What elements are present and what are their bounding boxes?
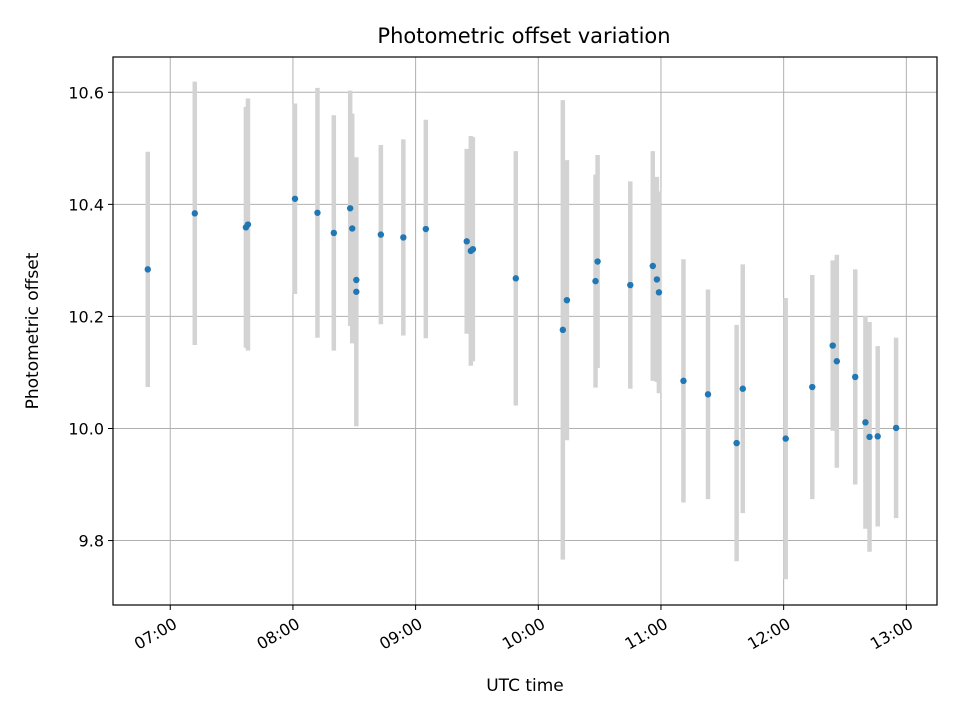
data-point (704, 391, 712, 398)
data-point (852, 373, 859, 381)
data-point (782, 435, 789, 442)
x-axis-ticks: 07:00 08:00 09:00 10:00 11:00 12:00 13:00 (131, 605, 916, 654)
data-point (377, 231, 385, 238)
data-point (422, 225, 430, 233)
x-axis-label: UTC time (486, 676, 564, 696)
data-point (346, 205, 354, 212)
x-tick-label: 11:00 (622, 614, 671, 654)
data-point (244, 221, 252, 228)
data-point (512, 275, 519, 282)
data-point (314, 209, 321, 216)
data-point (144, 266, 151, 273)
data-point (733, 439, 740, 447)
x-tick-label: 10:00 (499, 614, 548, 654)
x-tick-label: 07:00 (131, 614, 180, 654)
x-tick-label: 09:00 (376, 614, 425, 654)
y-axis-label: Photometric offset (23, 252, 43, 409)
data-point (400, 234, 407, 241)
y-tick-label: 10.2 (68, 307, 104, 326)
data-point (655, 289, 663, 296)
x-tick-label: 13:00 (867, 614, 916, 654)
data-point (874, 433, 881, 440)
data-point (353, 288, 360, 295)
data-point (463, 238, 470, 245)
data-point (892, 424, 900, 432)
data-point (330, 229, 338, 237)
plot-frame (112, 56, 938, 606)
data-points (144, 195, 900, 447)
data-point (469, 245, 477, 253)
data-point (563, 296, 571, 304)
x-tick-label: 12:00 (744, 614, 793, 654)
data-point (353, 276, 360, 284)
data-point (680, 377, 687, 385)
data-point (809, 383, 816, 391)
data-point (649, 262, 656, 270)
chart-title: Photometric offset variation (377, 24, 670, 48)
data-point (191, 210, 198, 217)
y-tick-label: 10.6 (68, 83, 104, 102)
data-point (592, 277, 599, 285)
y-tick-label: 10.0 (68, 419, 104, 438)
y-tick-label: 10.4 (68, 195, 104, 214)
y-tick-label: 9.8 (79, 532, 104, 551)
data-point (739, 385, 746, 392)
data-point (349, 225, 356, 232)
data-point (653, 276, 661, 283)
data-point (862, 419, 869, 426)
x-tick-label: 08:00 (253, 614, 302, 654)
data-point (594, 258, 601, 265)
data-point (627, 281, 634, 289)
data-point (833, 358, 841, 365)
data-point (866, 433, 873, 441)
data-point (291, 195, 299, 202)
y-axis-ticks: 9.8 10.0 10.2 10.4 10.6 (68, 83, 113, 551)
data-point (559, 326, 567, 334)
data-point (829, 342, 836, 349)
